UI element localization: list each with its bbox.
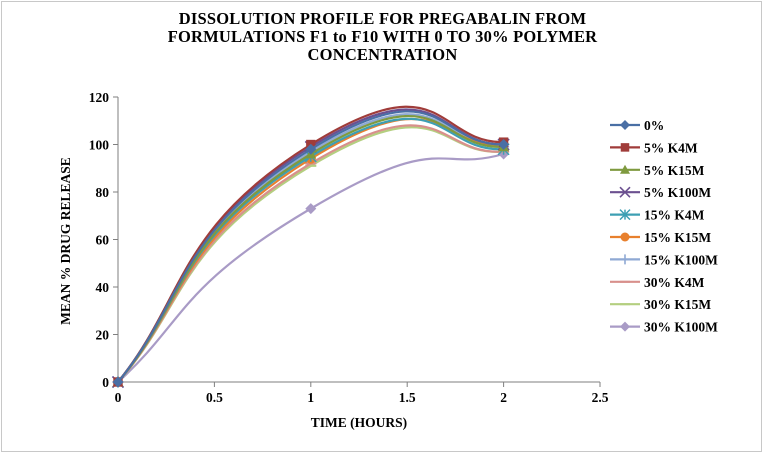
x-tick-label: 0.5 [206,390,223,405]
legend-label: 15% K4M [644,208,705,223]
legend-label: 5% K15M [644,163,705,178]
chart-title-line-2: FORMULATIONS F1 to F10 WITH 0 TO 30% POL… [167,27,598,46]
data-point [112,376,124,388]
legend-label: 5% K4M [644,140,698,155]
y-axis-label: MEAN % DRUG RELEASE [58,157,73,325]
legend-marker [619,186,631,198]
legend-label: 5% K100M [644,185,711,200]
legend-label: 30% K4M [644,275,705,290]
x-tick-label: 0 [115,390,122,405]
x-tick-label: 1.5 [399,390,416,405]
y-tick-label: 0 [102,375,109,390]
series-10 [112,148,510,388]
series-9 [112,126,510,383]
y-tick-label: 120 [89,90,110,105]
legend-marker [620,254,630,265]
legend-marker [620,232,630,242]
chart-title-line-1: DISSOLUTION PROFILE FOR PREGABALIN FROM [178,9,587,28]
legend-item: 0% [610,118,664,133]
x-tick-label: 2 [500,390,507,405]
legend-item: 30% K15M [610,297,711,312]
legend-item: 15% K15M [610,230,711,245]
x-axis-label: TIME (HOURS) [311,415,407,430]
legend-item: 5% K15M [610,163,705,178]
legend-item: 30% K100M [610,320,718,335]
series-line [117,152,504,383]
y-tick-label: 80 [96,185,110,200]
legend-item: 30% K4M [610,275,705,290]
legend-label: 15% K100M [644,252,718,267]
series-1 [112,110,510,388]
series-8 [112,124,510,383]
legend-marker [620,143,630,152]
legend-marker [620,120,630,130]
chart-title-line-3: CONCENTRATION [307,45,458,64]
series-layer [111,105,510,389]
y-tick-label: 60 [96,233,110,248]
legend-label: 15% K15M [644,230,711,245]
legend-item: 5% K100M [610,185,711,200]
legend-label: 30% K100M [644,320,718,335]
data-point [498,139,510,150]
data-point [305,143,317,155]
legend-label: 30% K15M [644,297,711,312]
series-3 [112,115,510,387]
legend-item: 5% K4M [610,140,698,155]
chart-title: DISSOLUTION PROFILE FOR PREGABALIN FROM … [0,10,765,64]
data-point [305,203,317,215]
legend-marker [620,164,630,174]
legend-item: 15% K100M [610,252,718,267]
legend: 0% 5% K4M 5% K15M 5% K100M 15% K4M 15% K15M 15… [610,118,718,335]
x-tick-label: 1 [307,390,314,405]
y-tick-label: 100 [89,138,110,153]
y-tick-label: 40 [96,280,110,295]
legend-marker [620,321,630,332]
x-tick-label: 2.5 [592,390,609,405]
legend-label: 0% [644,118,664,133]
legend-marker [619,209,631,221]
y-tick-label: 20 [96,328,110,343]
axes: 0 20 40 60 80 100 120 0 0.5 1 1.5 2 2.5 [89,90,609,405]
legend-item: 15% K4M [610,208,705,223]
